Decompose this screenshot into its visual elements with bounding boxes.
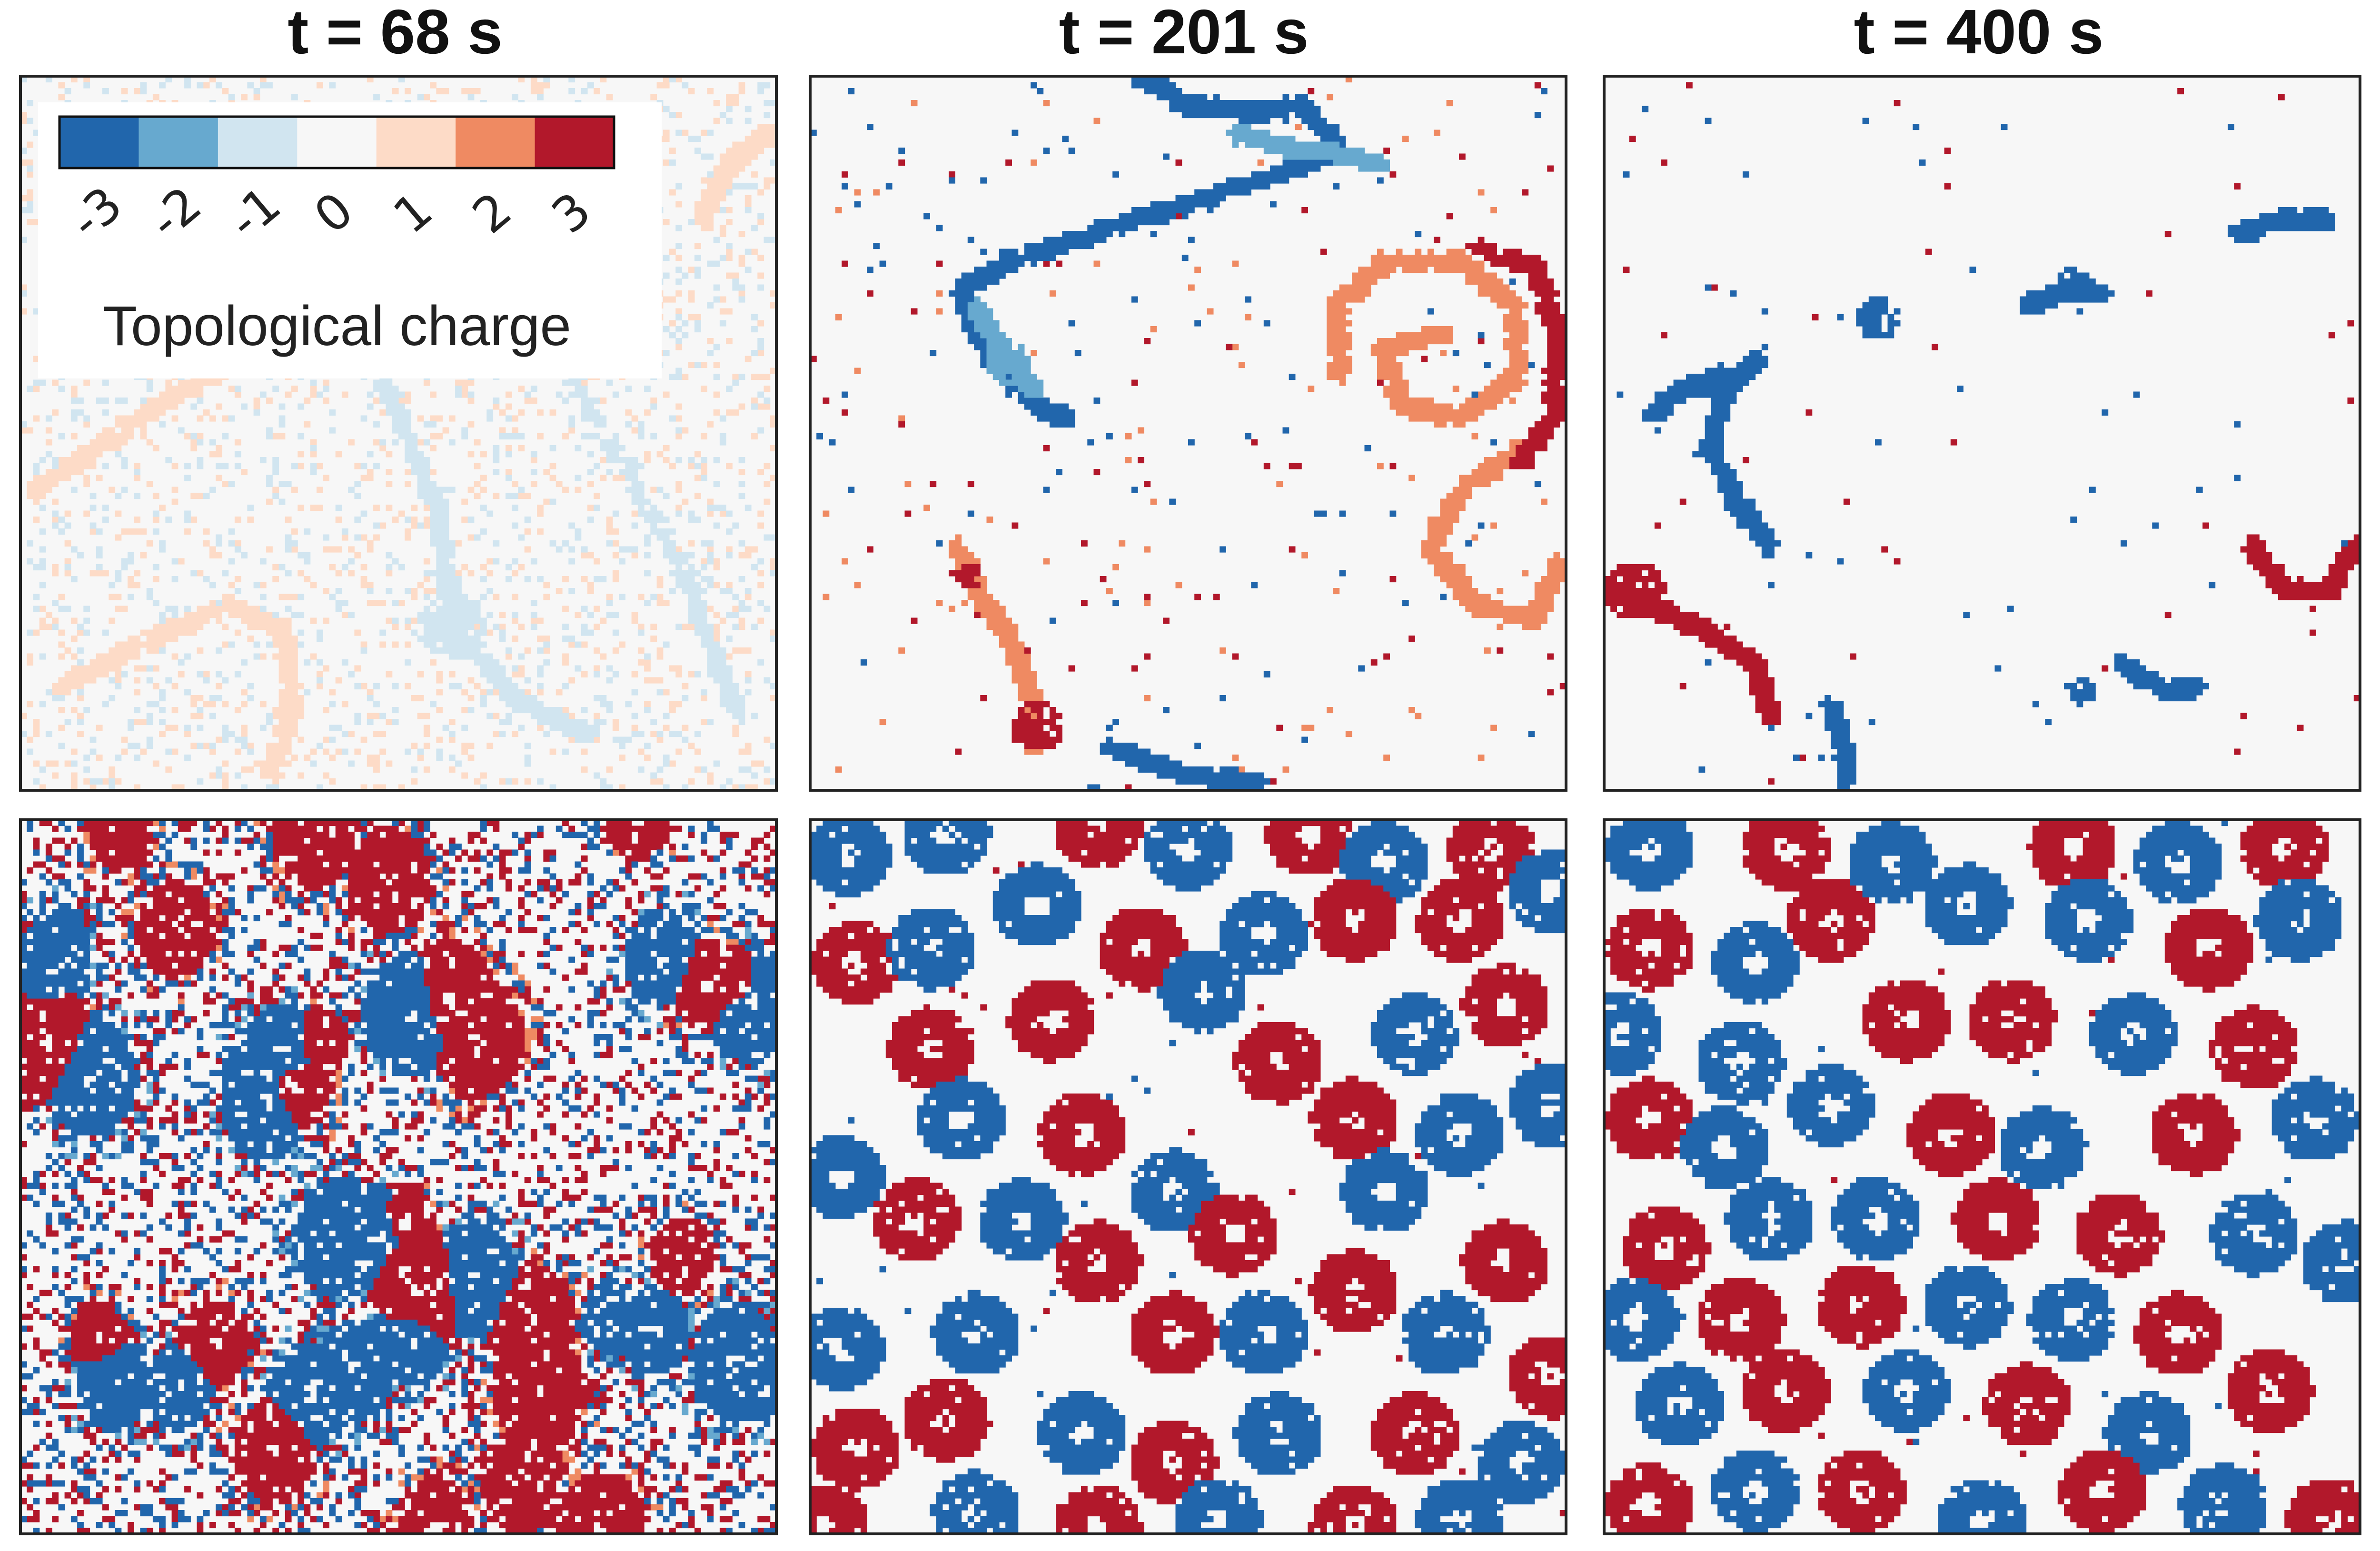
heatmap-panel-row2-t400 <box>1603 818 2361 1535</box>
colorbar-swatch-1 <box>376 117 456 168</box>
panel-frame <box>809 75 1567 792</box>
colorbar-swatch--2 <box>139 117 218 168</box>
charge-cells-3 <box>20 820 777 1534</box>
column-title-t68: t = 68 s <box>288 0 502 67</box>
heatmap-panel-row1-t201 <box>809 75 1567 792</box>
colorbar-label: Topological charge <box>103 295 571 358</box>
panel-frame <box>1603 75 2361 792</box>
charge-cells-2 <box>823 76 1567 773</box>
colorbar-swatch--1 <box>218 117 298 168</box>
colorbar-swatch-3 <box>535 117 615 168</box>
heatmap-panel-row1-t400 <box>1603 75 2361 792</box>
charge-cells--3 <box>1604 820 2360 1534</box>
charge-cells-3 <box>1604 820 2360 1534</box>
panel-background <box>810 76 1566 790</box>
panel-frame <box>1603 818 2361 1535</box>
colorbar-swatch-2 <box>456 117 536 168</box>
panel-background <box>1604 76 2360 790</box>
heatmap-panel-row2-t201 <box>809 818 1567 1535</box>
panel-frame <box>19 75 778 792</box>
charge-cells--2 <box>967 124 1390 398</box>
charge-cells--1 <box>20 76 777 791</box>
charge-cells--3 <box>810 820 1567 1534</box>
colorbar-swatch--3 <box>60 117 139 168</box>
colorbar-swatch-0 <box>297 117 377 168</box>
panel-frame <box>809 818 1567 1535</box>
colorbar-swatches <box>60 117 615 168</box>
colorbar-border <box>58 115 615 169</box>
panel-frame <box>19 818 778 1535</box>
heatmap-panel-row2-t68 <box>19 818 778 1535</box>
colorbar-legend: -3 -2 -1 0 1 2 3 Topological charge <box>38 102 662 378</box>
charge-cells-3 <box>810 820 1567 1534</box>
column-title-t201: t = 201 s <box>1059 0 1309 67</box>
column-title-t400: t = 400 s <box>1854 0 2104 67</box>
